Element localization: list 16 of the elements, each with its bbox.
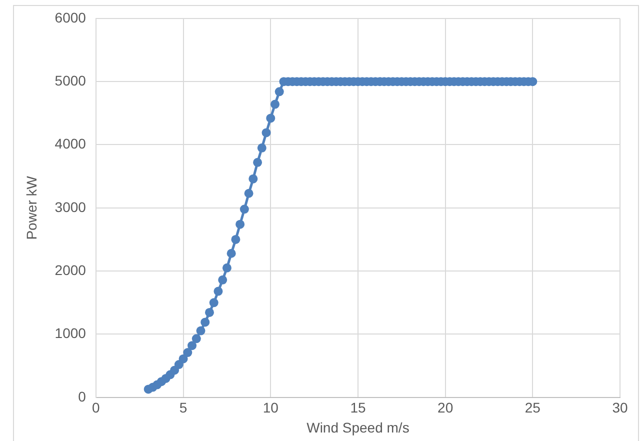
x-tick-label: 30 (612, 400, 628, 416)
y-tick-label: 0 (78, 388, 86, 404)
y-axis-title: Power kW (23, 175, 40, 240)
x-tick-label: 20 (438, 400, 454, 416)
x-tick-label: 0 (92, 400, 100, 416)
y-tick-label: 1000 (54, 325, 86, 342)
x-tick-label: 25 (524, 400, 541, 416)
x-tick-label: 5 (179, 400, 188, 416)
y-tick-label: 6000 (54, 9, 86, 26)
x-tick-label: 10 (262, 400, 279, 416)
y-tick-label: 5000 (54, 72, 86, 88)
x-axis-title: Wind Speed m/s (306, 419, 410, 436)
y-tick-label: 4000 (54, 136, 86, 152)
x-tick-label: 15 (350, 400, 366, 416)
y-tick-label: 3000 (54, 198, 86, 215)
y-tick-label: 2000 (54, 262, 86, 278)
